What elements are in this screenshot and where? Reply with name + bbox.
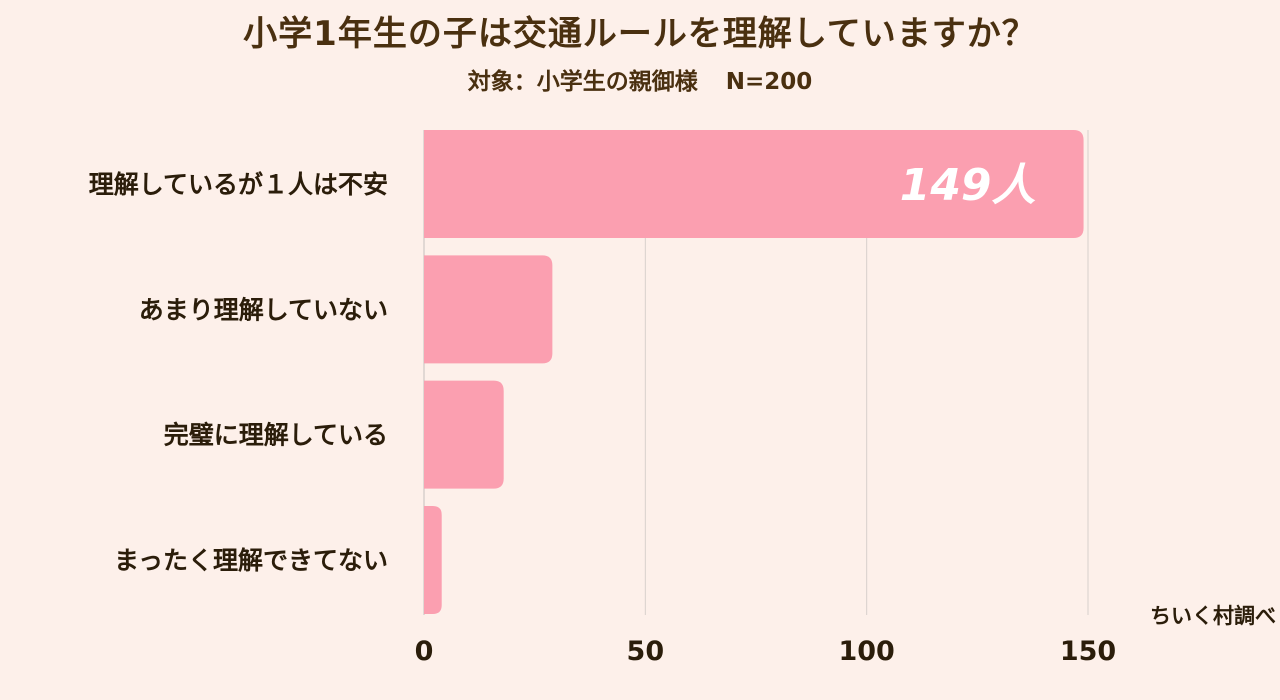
x-tick-label: 50 [627,636,665,667]
category-label: あまり理解していない [139,295,388,324]
bar [424,380,504,489]
source-credit: ちいく村調べ [1150,604,1276,628]
bar [424,130,1084,238]
x-tick-label: 0 [415,636,434,667]
x-tick-label: 100 [838,636,894,667]
subtitle-sample-size: N=200 [725,69,813,95]
category-label: まったく理解できてない [114,546,388,575]
chart-subtitle: 対象：小学生の親御様 N=200 [0,62,1280,96]
data-label: 149人 [900,160,1036,211]
bar [424,255,553,364]
x-tick-label: 150 [1060,636,1116,667]
bar [424,505,442,614]
chart-title: 小学1年生の子は交通ルールを理解していますか？ [243,14,1037,54]
category-label: 完璧に理解している [164,421,388,450]
category-label: 理解しているが１人は不安 [89,170,388,199]
subtitle-target: 対象：小学生の親御様 [467,69,698,95]
